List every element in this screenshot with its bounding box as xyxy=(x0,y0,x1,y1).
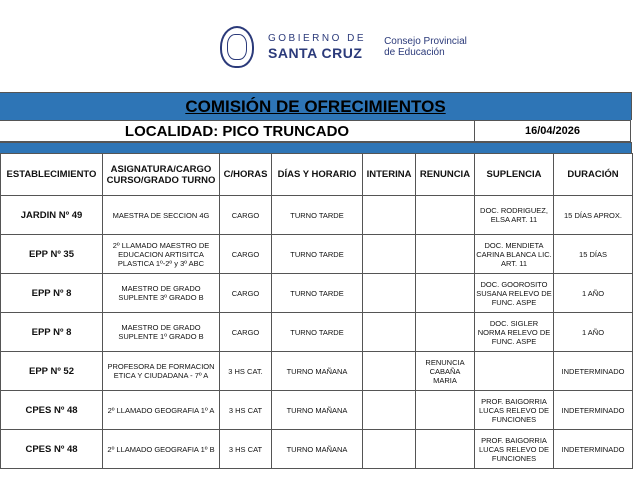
table-cell: DOC. SIGLER NORMA RELEVO DE FUNC. ASPE xyxy=(474,312,554,352)
table-cell: DOC. RODRIGUEZ, ELSA ART. 11 xyxy=(474,195,554,235)
table-cell: 2º LLAMADO MAESTRO DE EDUCACION ARTISITC… xyxy=(102,234,220,274)
table-row: EPP Nº 8 MAESTRO DE GRADO SUPLENTE 3º GRA… xyxy=(0,273,633,313)
table-cell: 3 HS CAT. xyxy=(219,351,272,391)
table-row: EPP Nº 35 2º LLAMADO MAESTRO DE EDUCACION… xyxy=(0,234,633,274)
table-cell: RENUNCIA CABAÑA MARIA xyxy=(415,351,475,391)
table-cell xyxy=(362,312,416,352)
table-cell xyxy=(362,195,416,235)
table-cell: CPES Nº 48 xyxy=(0,429,103,469)
table-cell: TURNO TARDE xyxy=(271,312,363,352)
gobierno-logo-text: GOBIERNO DE SANTA CRUZ xyxy=(268,33,367,61)
column-header: C/HORAS xyxy=(219,153,272,196)
table-cell xyxy=(362,429,416,469)
column-header: ESTABLECIMIENTO xyxy=(0,153,103,196)
table-cell: CPES Nº 48 xyxy=(0,390,103,430)
table-cell: CARGO xyxy=(219,273,272,313)
table-cell: MAESTRA DE SECCION 4G xyxy=(102,195,220,235)
table-cell: 15 DÍAS xyxy=(553,234,633,274)
table-cell: EPP Nº 8 xyxy=(0,273,103,313)
table-row: JARDIN Nº 49 MAESTRA DE SECCION 4G CARGO TU… xyxy=(0,195,633,235)
table-cell: 2º LLAMADO GEOGRAFIA 1º B xyxy=(102,429,220,469)
table-header: ESTABLECIMIENTO ASIGNATURA/CARGO CURSO/GR… xyxy=(0,153,633,196)
gobierno-line1: GOBIERNO DE xyxy=(268,33,367,44)
table-cell: INDETERMINADO xyxy=(553,429,633,469)
table-cell: CARGO xyxy=(219,312,272,352)
table-cell xyxy=(415,195,475,235)
table-cell: TURNO MAÑANA xyxy=(271,351,363,391)
column-header: DURACIÓN xyxy=(553,153,633,196)
localidad: LOCALIDAD: PICO TRUNCADO xyxy=(0,121,475,141)
table-cell xyxy=(415,273,475,313)
table-cell: TURNO TARDE xyxy=(271,195,363,235)
table-cell xyxy=(362,273,416,313)
table-cell: TURNO MAÑANA xyxy=(271,390,363,430)
table-cell: 2º LLAMADO GEOGRAFIA 1º A xyxy=(102,390,220,430)
table-cell xyxy=(415,234,475,274)
table-cell: EPP Nº 8 xyxy=(0,312,103,352)
column-header: SUPLENCIA xyxy=(474,153,554,196)
table-cell: CARGO xyxy=(219,234,272,274)
table-cell: EPP Nº 52 xyxy=(0,351,103,391)
table-cell xyxy=(415,390,475,430)
table-cell: MAESTRO DE GRADO SUPLENTE 3º GRADO B xyxy=(102,273,220,313)
column-header: INTERINA xyxy=(362,153,416,196)
table-cell: 3 HS CAT xyxy=(219,390,272,430)
divider-band xyxy=(0,142,632,153)
table-cell xyxy=(415,429,475,469)
table-cell: INDETERMINADO xyxy=(553,390,633,430)
table-row: EPP Nº 52 PROFESORA DE FORMACION ETICA Y … xyxy=(0,351,633,391)
table-cell xyxy=(362,351,416,391)
table-cell: PROF. BAIGORRIA LUCAS RELEVO DE FUNCIONE… xyxy=(474,390,554,430)
table-cell: EPP Nº 35 xyxy=(0,234,103,274)
column-header: RENUNCIA xyxy=(415,153,475,196)
consejo-line1: Consejo Provincial xyxy=(384,36,467,47)
table-cell: TURNO TARDE xyxy=(271,273,363,313)
localidad-row: LOCALIDAD: PICO TRUNCADO 16/04/2026 xyxy=(0,120,631,142)
table-cell: 1 AÑO xyxy=(553,312,633,352)
table-cell: JARDIN Nº 49 xyxy=(0,195,103,235)
table-cell: CARGO xyxy=(219,195,272,235)
table-cell xyxy=(415,312,475,352)
table-cell: PROF. BAIGORRIA LUCAS RELEVO DE FUNCIONE… xyxy=(474,429,554,469)
table-cell: 1 AÑO xyxy=(553,273,633,313)
page-title: COMISIÓN DE OFRECIMIENTOS xyxy=(185,97,446,116)
consejo-line2: de Educación xyxy=(384,47,445,58)
table-cell: INDETERMINADO xyxy=(553,351,633,391)
table-cell xyxy=(474,351,554,391)
table-cell: PROFESORA DE FORMACION ETICA Y CIUDADANA… xyxy=(102,351,220,391)
table-cell: TURNO TARDE xyxy=(271,234,363,274)
table-cell: DOC. GOOROSITO SUSANA RELEVO DE FUNC. AS… xyxy=(474,273,554,313)
table-cell xyxy=(362,234,416,274)
column-header: ASIGNATURA/CARGO CURSO/GRADO TURNO xyxy=(102,153,220,196)
table-cell: 15 DÍAS APROX. xyxy=(553,195,633,235)
date: 16/04/2026 xyxy=(524,125,581,137)
table-cell: 3 HS CAT xyxy=(219,429,272,469)
provincial-seal-icon xyxy=(220,26,254,68)
consejo-logo-text: Consejo Provincial de Educación xyxy=(384,36,467,58)
gobierno-line2: SANTA CRUZ xyxy=(268,45,363,61)
logo: GOBIERNO DE SANTA CRUZ Consejo Provincia… xyxy=(220,26,467,68)
table-row: EPP Nº 8 MAESTRO DE GRADO SUPLENTE 1º GRA… xyxy=(0,312,633,352)
table-cell: MAESTRO DE GRADO SUPLENTE 1º GRADO B xyxy=(102,312,220,352)
table-cell: TURNO MAÑANA xyxy=(271,429,363,469)
table-cell: DOC. MENDIETA CARINA BLANCA LIC. ART. 11 xyxy=(474,234,554,274)
column-header: DÍAS Y HORARIO xyxy=(271,153,363,196)
table-cell xyxy=(362,390,416,430)
offers-table: ESTABLECIMIENTO ASIGNATURA/CARGO CURSO/GR… xyxy=(0,153,633,469)
title-band: COMISIÓN DE OFRECIMIENTOS xyxy=(0,92,632,120)
